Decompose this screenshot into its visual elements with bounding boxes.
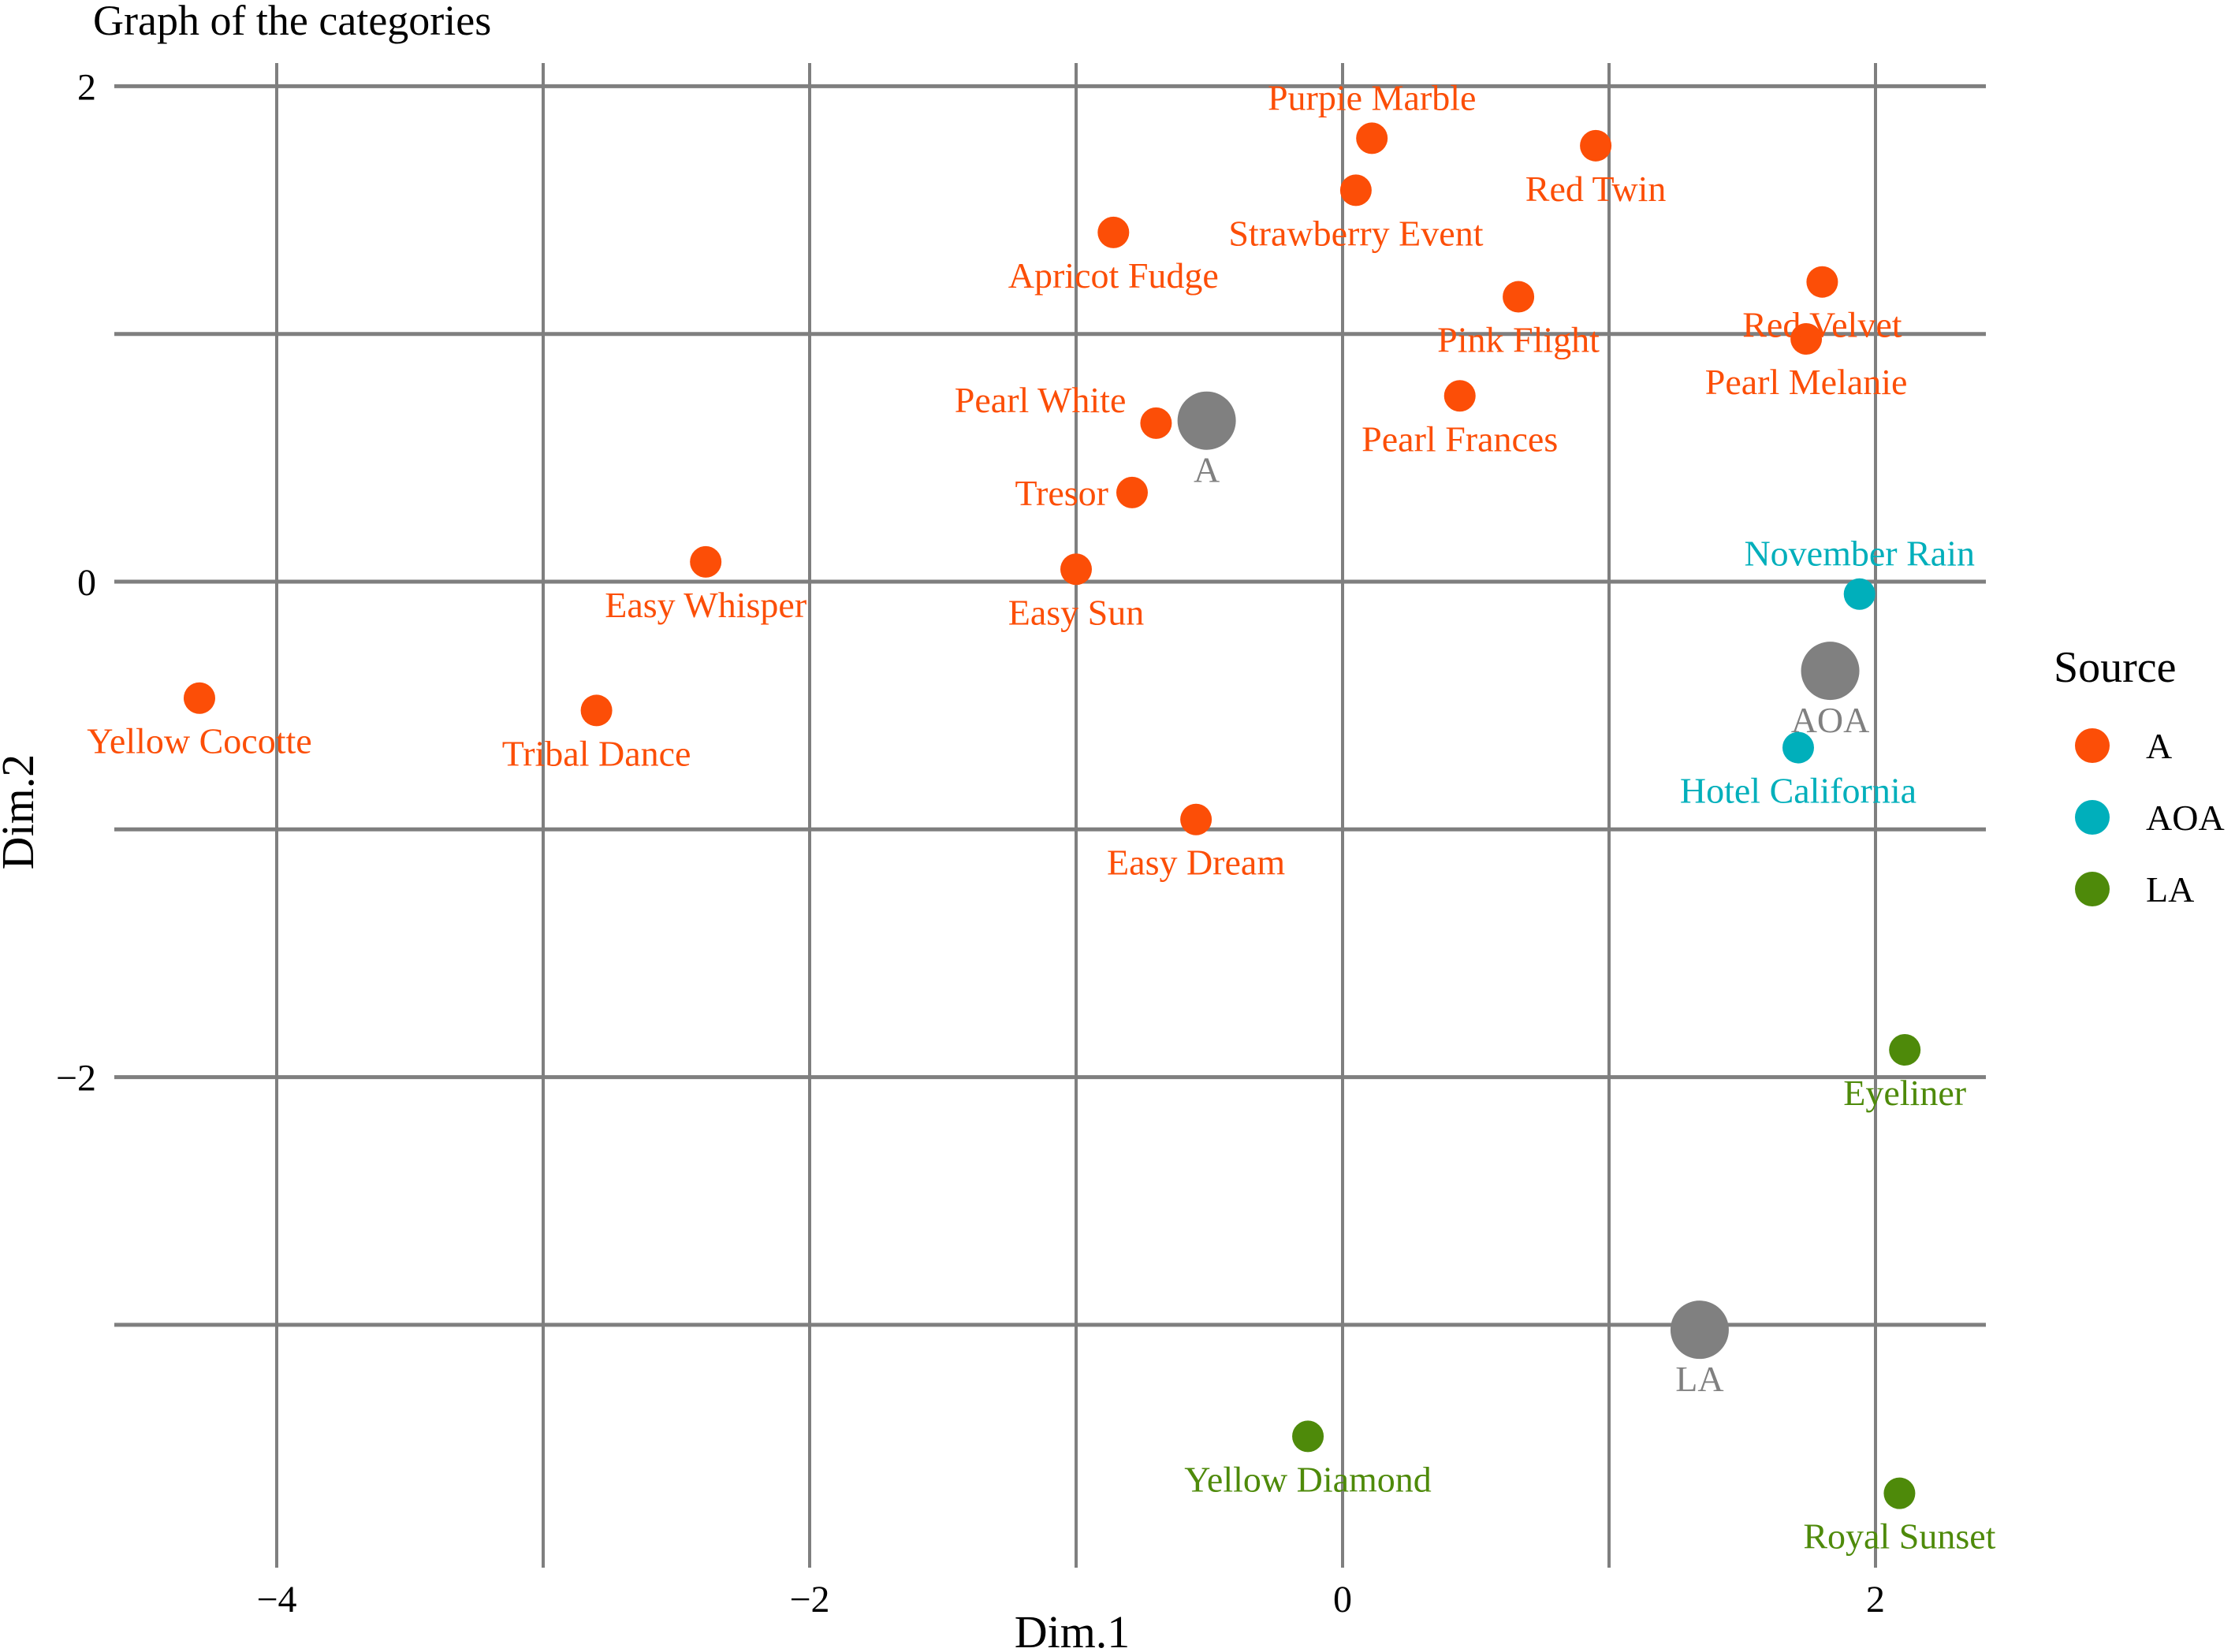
data-point [1790,322,1823,355]
data-point [1503,281,1535,313]
legend-key-a [2075,728,2110,763]
data-point [1843,578,1876,610]
data-point [1140,407,1172,439]
x-axis-label: Dim.1 [1015,1606,1131,1652]
centroid-marker [1177,391,1236,450]
data-point [1060,553,1092,586]
y-tick-label: 2 [77,66,96,108]
point-label: Purpie Marble [1268,77,1476,117]
centroid-marker [1670,1300,1729,1360]
data-point [1116,476,1148,508]
axis-ticks: −4 −2 0 2 2 0 −2 [56,66,1885,1620]
point-label: Hotel California [1680,771,1917,811]
data-point [1339,174,1372,206]
legend-key-la [2075,872,2110,906]
data-point [690,545,722,578]
point-label: Easy Sun [1008,592,1145,632]
point-label: Yellow Diamond [1184,1459,1432,1499]
point-label: Apricot Fudge [1008,255,1219,296]
y-axis-label: Dim.2 [0,754,43,870]
data-point [1782,731,1814,764]
point-label: Pink Flight [1437,320,1600,360]
point-labels: Yellow Cocotte Tribal Dance Easy Whisper Ea… [87,77,1995,1556]
data-points [183,122,1921,1509]
point-label: November Rain [1744,534,1975,574]
x-tick-label: 2 [1866,1579,1885,1620]
point-label: Royal Sunset [1803,1516,1995,1557]
data-point [580,694,613,727]
x-tick-label: 0 [1333,1579,1352,1620]
data-point [1883,1477,1916,1509]
point-label: Easy Whisper [605,585,806,625]
point-label: Eyeliner [1843,1073,1966,1113]
point-label: Easy Dream [1107,843,1285,883]
x-tick-label: −4 [256,1579,296,1620]
point-label: Pearl White [955,380,1127,420]
point-label: Red Velvet [1742,305,1902,345]
legend-label: A [2146,726,2172,766]
data-point [1443,380,1476,412]
data-point [1097,216,1130,248]
y-tick-label: 0 [77,562,96,604]
point-label: Yellow Cocotte [87,721,311,761]
legend: Source A AOA LA [2054,643,2225,910]
data-point [1180,803,1212,835]
data-point [1889,1034,1921,1066]
y-tick-label: −2 [56,1058,96,1099]
centroid-label: LA [1675,1359,1723,1399]
point-label: Pearl Frances [1361,419,1558,459]
data-point [1580,129,1612,162]
point-label: Tribal Dance [502,733,691,773]
x-tick-label: −2 [789,1579,829,1620]
centroid-marker [1801,642,1860,701]
legend-key-aoa [2075,800,2110,835]
legend-label: LA [2146,869,2194,910]
point-label: Tresor [1015,473,1108,513]
legend-label: AOA [2146,798,2225,838]
data-point [1292,1420,1324,1453]
legend-title: Source [2054,643,2177,692]
point-label: Pearl Melanie [1705,362,1908,402]
data-point [1356,122,1388,154]
centroid-label: A [1194,450,1220,490]
data-point [1806,266,1838,298]
data-point [183,682,215,714]
chart-title: Graph of the categories [93,0,491,44]
point-label: Strawberry Event [1228,213,1483,253]
point-label: Red Twin [1525,169,1667,209]
